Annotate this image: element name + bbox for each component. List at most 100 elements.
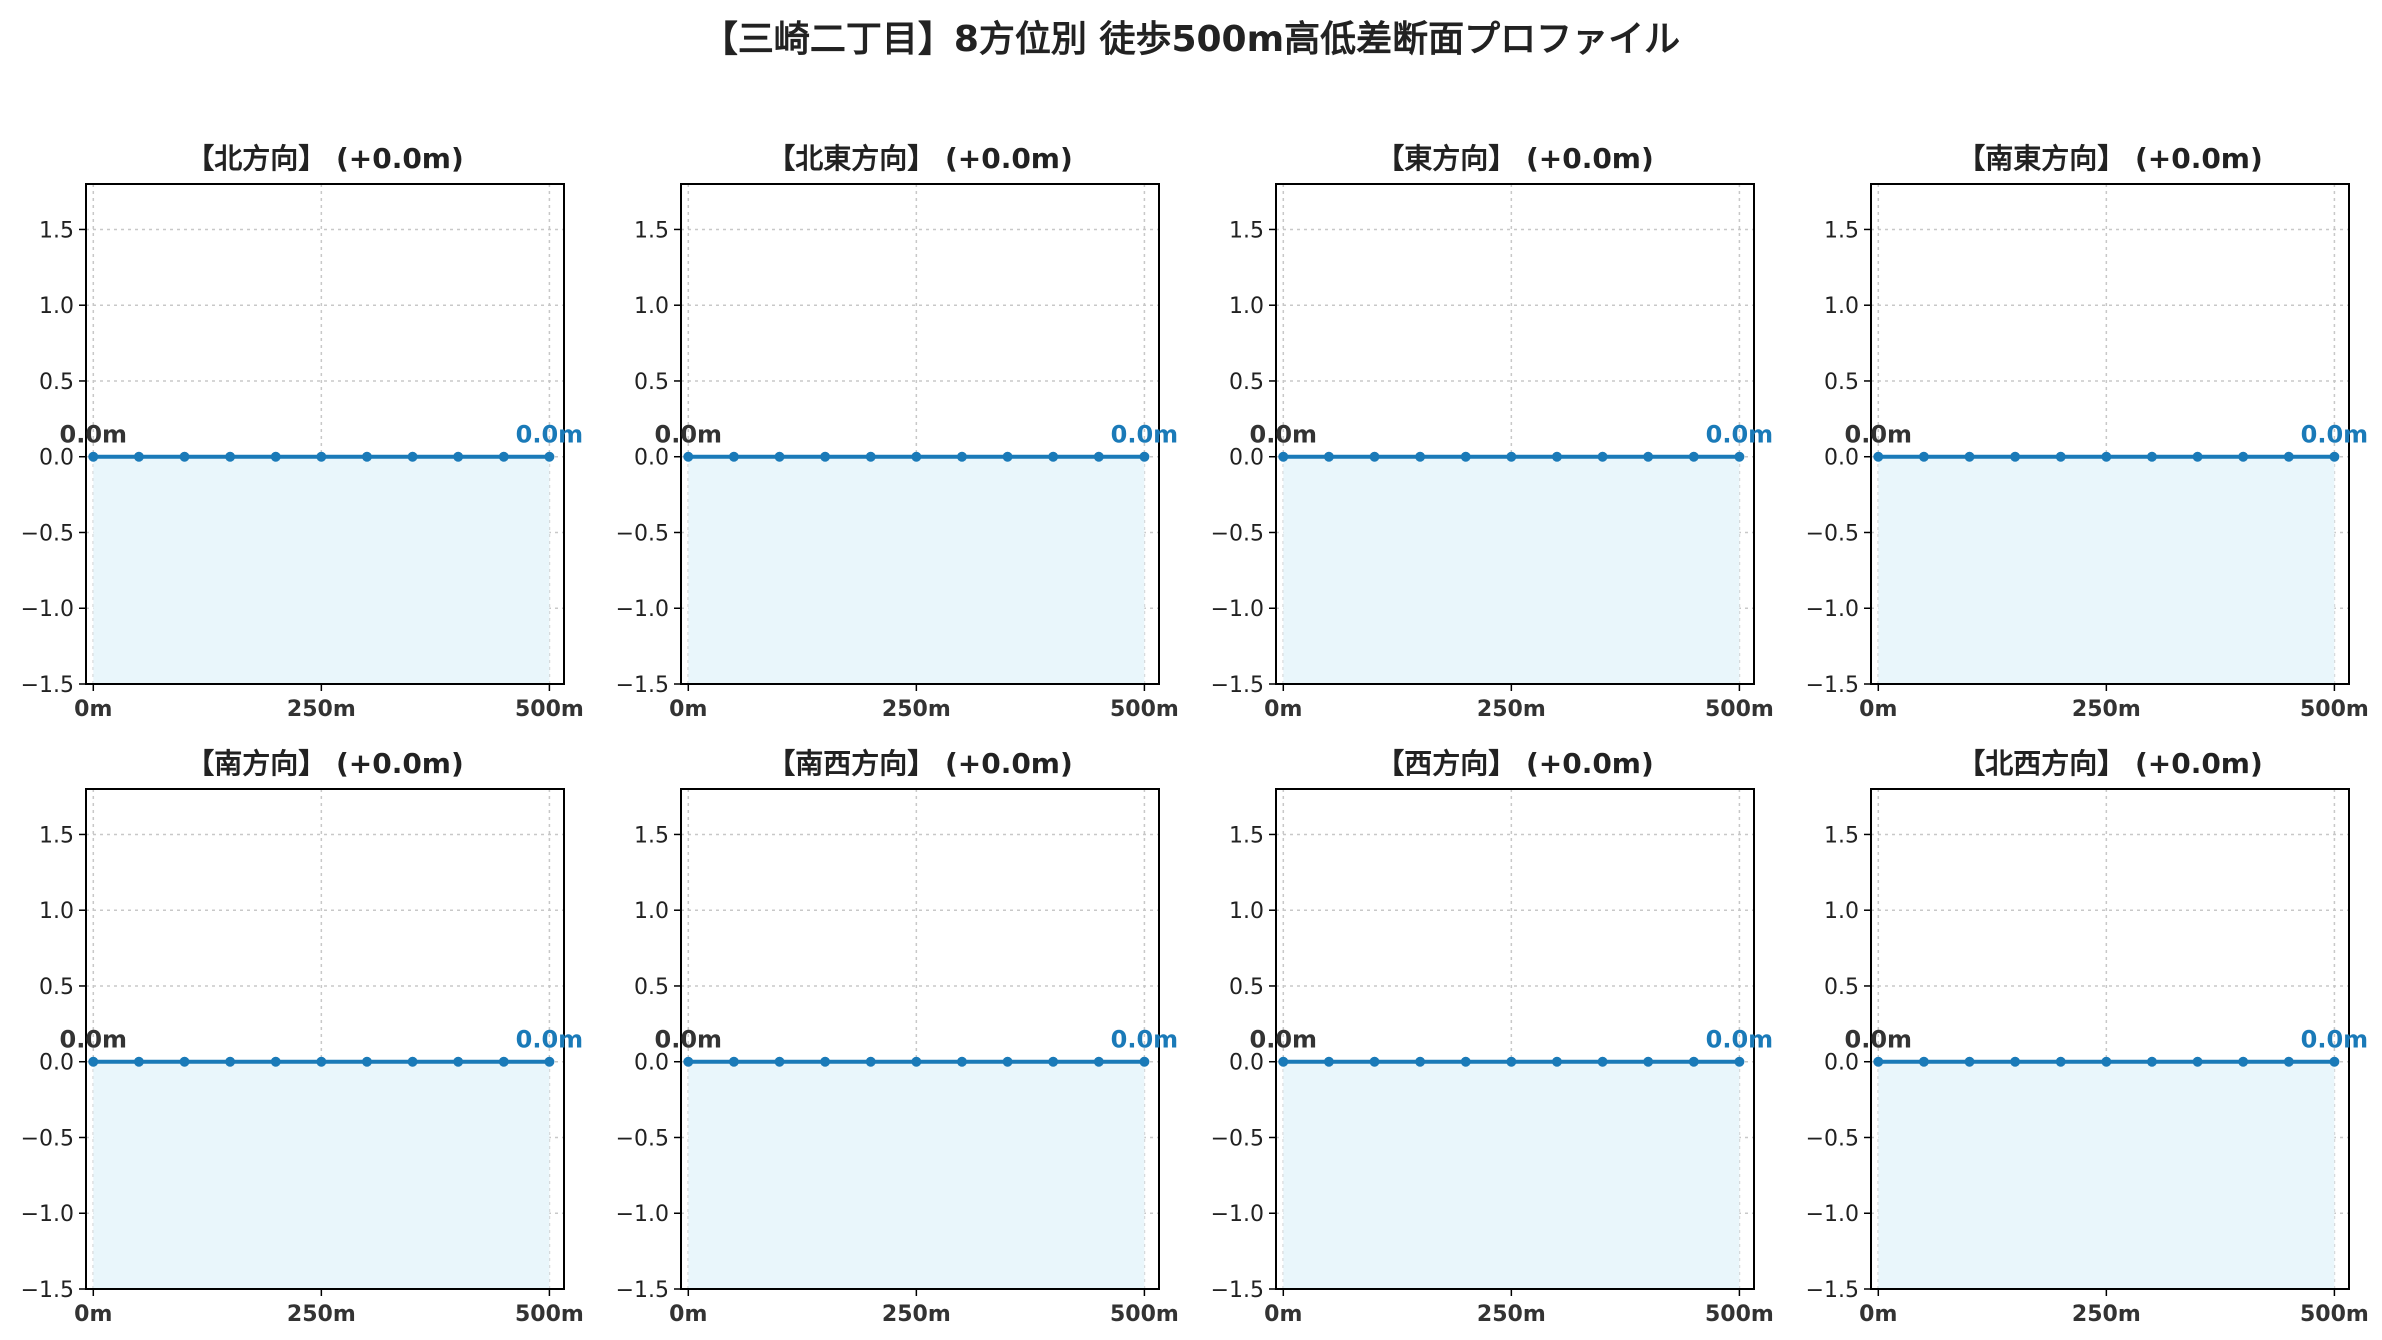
profile-point <box>2283 451 2294 462</box>
y-tick-label: 1.5 <box>1229 218 1264 243</box>
profile-point <box>2101 1056 2112 1067</box>
end-elevation-label: 0.0m <box>1111 1026 1179 1054</box>
profile-point <box>1139 451 1150 462</box>
profile-point <box>361 1056 372 1067</box>
y-tick-label: 0.5 <box>634 370 669 395</box>
profile-point <box>1918 1056 1929 1067</box>
profile-point <box>1873 451 1884 462</box>
profile-chart-1: 【北東方向】 (+0.0m) 1.5 1.0 0.5 0.0 −0.5 −1.0 −1.50m… <box>616 142 1179 722</box>
x-tick-label: 250m <box>1477 1302 1546 1327</box>
profile-point <box>1964 1056 1975 1067</box>
axes-frame <box>1275 788 1755 1290</box>
profile-point <box>956 1056 967 1067</box>
profile-area <box>688 1061 1145 1289</box>
y-tick-label: 0.0 <box>634 446 669 471</box>
x-tick-label: 0m <box>669 1302 707 1327</box>
y-tick-label: −0.5 <box>1806 521 1859 546</box>
x-tick-label: 500m <box>515 1302 584 1327</box>
y-tick-label: −0.5 <box>616 521 669 546</box>
profile-point <box>2192 1056 2203 1067</box>
profile-point <box>225 1056 236 1067</box>
profile-area <box>1878 1061 2335 1289</box>
profile-point <box>1643 1056 1654 1067</box>
profile-point <box>316 451 327 462</box>
y-tick-label: −1.0 <box>1211 597 1264 622</box>
x-tick-label: 0m <box>74 1302 112 1327</box>
profile-point <box>1002 451 1013 462</box>
profile-area <box>688 456 1145 684</box>
profile-point <box>453 451 464 462</box>
y-tick-label: −1.0 <box>616 1202 669 1227</box>
y-tick-label: −1.0 <box>21 1202 74 1227</box>
y-tick-label: 1.0 <box>1824 294 1859 319</box>
x-tick-label: 0m <box>74 697 112 722</box>
profile-point <box>1597 451 1608 462</box>
y-tick-label: −0.5 <box>1211 521 1264 546</box>
y-tick-label: 1.0 <box>1824 899 1859 924</box>
profile-area <box>93 456 550 684</box>
profile-point <box>1323 451 1334 462</box>
y-tick-label: −1.0 <box>21 597 74 622</box>
profile-point <box>911 1056 922 1067</box>
profile-point <box>1460 451 1471 462</box>
y-tick-label: −0.5 <box>1806 1126 1859 1151</box>
y-tick-label: 0.0 <box>39 1051 74 1076</box>
y-tick-label: 1.0 <box>39 899 74 924</box>
y-tick-label: 0.5 <box>39 370 74 395</box>
x-tick-label: 250m <box>287 697 356 722</box>
y-tick-label: −1.0 <box>1806 1202 1859 1227</box>
chart-title: 【西方向】 (+0.0m) <box>1376 747 1654 780</box>
y-tick-label: −0.5 <box>21 1126 74 1151</box>
profile-point <box>2146 1056 2157 1067</box>
y-tick-label: 1.5 <box>1824 823 1859 848</box>
profile-point <box>2238 451 2249 462</box>
x-tick-label: 250m <box>882 697 951 722</box>
y-tick-label: 1.5 <box>634 218 669 243</box>
profile-point <box>361 451 372 462</box>
chart-title: 【南東方向】 (+0.0m) <box>1957 142 2263 175</box>
y-tick-label: 1.0 <box>1229 899 1264 924</box>
profile-point <box>820 451 831 462</box>
profile-point <box>316 1056 327 1067</box>
y-tick-label: 1.0 <box>634 294 669 319</box>
profile-point <box>2238 1056 2249 1067</box>
profile-point <box>728 1056 739 1067</box>
y-tick-label: 0.0 <box>1824 1051 1859 1076</box>
axes-frame <box>1870 183 2350 685</box>
profile-chart-7: 【北西方向】 (+0.0m) 1.5 1.0 0.5 0.0 −0.5 −1.0 −1.50m… <box>1806 747 2369 1327</box>
profile-point <box>1734 1056 1745 1067</box>
profile-point <box>133 1056 144 1067</box>
x-tick-label: 0m <box>669 697 707 722</box>
y-tick-label: 1.5 <box>1229 823 1264 848</box>
profile-point <box>1964 451 1975 462</box>
y-tick-label: 1.5 <box>634 823 669 848</box>
profile-point <box>407 1056 418 1067</box>
start-elevation-label: 0.0m <box>655 1026 723 1054</box>
axes-frame <box>85 183 565 685</box>
profile-point <box>453 1056 464 1067</box>
profile-area <box>1283 1061 1740 1289</box>
profile-point <box>2329 451 2340 462</box>
y-tick-label: 0.5 <box>39 975 74 1000</box>
x-tick-label: 0m <box>1859 697 1897 722</box>
y-tick-label: 1.5 <box>39 823 74 848</box>
profile-point <box>2101 451 2112 462</box>
x-tick-label: 250m <box>882 1302 951 1327</box>
y-tick-label: 0.0 <box>1229 446 1264 471</box>
profile-point <box>1688 1056 1699 1067</box>
x-tick-label: 500m <box>1110 1302 1179 1327</box>
x-tick-label: 0m <box>1264 697 1302 722</box>
axes-frame <box>85 788 565 1290</box>
end-elevation-label: 0.0m <box>516 1026 584 1054</box>
profile-point <box>1278 1056 1289 1067</box>
profile-point <box>2055 1056 2066 1067</box>
end-elevation-label: 0.0m <box>1706 421 1774 449</box>
profile-point <box>2146 451 2157 462</box>
chart-title: 【東方向】 (+0.0m) <box>1376 142 1654 175</box>
start-elevation-label: 0.0m <box>655 421 723 449</box>
start-elevation-label: 0.0m <box>60 421 128 449</box>
profile-point <box>1002 1056 1013 1067</box>
y-tick-label: 1.5 <box>39 218 74 243</box>
start-elevation-label: 0.0m <box>60 1026 128 1054</box>
